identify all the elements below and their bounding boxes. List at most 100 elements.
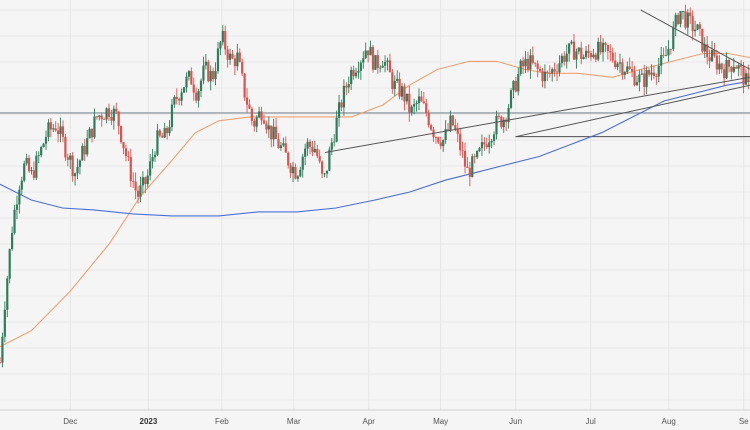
candle-down — [723, 69, 725, 78]
candle-down — [260, 111, 262, 120]
candle-down — [670, 49, 672, 50]
candle-up — [696, 24, 698, 29]
candle-up — [292, 167, 294, 173]
candle-up — [23, 163, 25, 180]
candle-up — [362, 58, 364, 62]
candle-down — [549, 73, 551, 74]
candle-down — [614, 61, 616, 67]
candle-up — [384, 62, 386, 66]
candle-up — [171, 105, 173, 128]
candle-up — [529, 55, 531, 69]
candle-up — [219, 42, 221, 48]
candle-up — [660, 55, 662, 66]
candle-down — [57, 130, 59, 134]
candle-down — [239, 53, 241, 62]
candle-down — [231, 54, 233, 59]
candle-down — [447, 129, 449, 130]
horizontal-lines — [0, 113, 750, 137]
candle-down — [251, 109, 253, 121]
candle-down — [253, 121, 255, 127]
candle-up — [495, 116, 497, 135]
candle-up — [570, 42, 572, 44]
candle-up — [738, 65, 740, 68]
candle-down — [270, 126, 272, 140]
candle-up — [636, 82, 638, 85]
candle-up — [52, 128, 54, 129]
candle-down — [130, 157, 132, 181]
candle-up — [493, 134, 495, 140]
candle-down — [643, 73, 645, 86]
candle-up — [236, 53, 238, 67]
candle-down — [340, 102, 342, 107]
candle-down — [224, 31, 226, 50]
candle-up — [369, 47, 371, 55]
candle-up — [675, 15, 677, 27]
candle-up — [687, 13, 689, 28]
candle-up — [512, 81, 514, 90]
candle-up — [517, 74, 519, 91]
candle-down — [135, 182, 137, 191]
candle-up — [13, 210, 15, 233]
candle-down — [587, 51, 589, 53]
candle-up — [682, 11, 684, 12]
candle-down — [653, 73, 655, 76]
trendline — [641, 10, 750, 69]
candle-down — [621, 62, 623, 74]
candle-up — [396, 79, 398, 81]
candle-up — [151, 157, 153, 161]
candle-up — [481, 142, 483, 148]
candle-up — [89, 129, 91, 139]
candle-down — [212, 71, 214, 79]
candle-down — [372, 47, 374, 70]
candle-up — [164, 128, 166, 138]
candle-up — [558, 63, 560, 72]
candle-down — [532, 55, 534, 62]
candle-up — [30, 170, 32, 171]
candle-down — [464, 151, 466, 167]
candle-down — [120, 126, 122, 142]
candle-down — [118, 112, 120, 126]
candle-down — [537, 64, 539, 69]
candle-down — [648, 70, 650, 75]
candle-up — [524, 59, 526, 66]
candle-up — [624, 72, 626, 74]
candle-down — [631, 69, 633, 71]
candle-down — [316, 149, 318, 156]
candle-down — [609, 51, 611, 52]
candle-down — [573, 42, 575, 60]
candle-down — [420, 96, 422, 101]
candle-down — [137, 191, 139, 197]
candle-down — [287, 153, 289, 166]
candle-down — [84, 146, 86, 155]
candle-down — [352, 70, 354, 76]
candle-down — [604, 43, 606, 45]
candle-up — [411, 107, 413, 113]
candle-up — [147, 176, 149, 185]
candle-up — [168, 127, 170, 133]
candle-down — [96, 116, 98, 117]
candle-down — [108, 108, 110, 117]
candle-up — [338, 102, 340, 117]
candle-up — [47, 122, 49, 137]
candle-up — [418, 96, 420, 103]
candle-down — [541, 71, 543, 81]
candle-up — [348, 84, 350, 87]
candle-down — [178, 99, 180, 101]
candle-down — [452, 115, 454, 125]
candle-down — [263, 120, 265, 123]
candle-up — [304, 149, 306, 157]
candle-down — [580, 48, 582, 59]
candle-up — [592, 55, 594, 57]
candle-up — [679, 11, 681, 24]
candle-up — [297, 176, 299, 178]
candle-up — [197, 91, 199, 101]
candle-down — [662, 55, 664, 56]
candle-up — [578, 48, 580, 52]
x-tick-label: Feb — [215, 417, 229, 426]
candle-up — [74, 173, 76, 176]
candle-up — [478, 148, 480, 151]
candle-up — [302, 157, 304, 170]
x-tick-label: May — [433, 417, 448, 426]
candle-down — [554, 69, 556, 71]
candle-up — [544, 72, 546, 82]
